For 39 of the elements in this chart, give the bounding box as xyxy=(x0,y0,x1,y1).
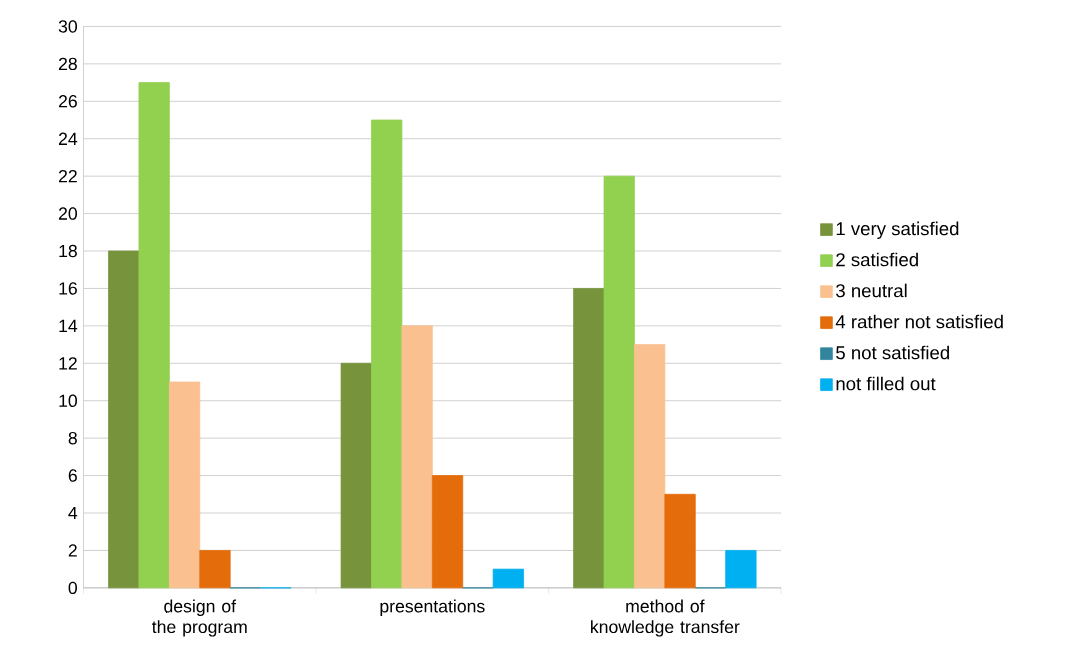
bar xyxy=(492,568,524,589)
y-tick-label: 20 xyxy=(58,207,77,220)
y-tick-label: 14 xyxy=(59,319,78,332)
legend-label: not filled out xyxy=(836,376,936,391)
legend-label: 5 not satisfied xyxy=(836,345,949,360)
legend-label: 3 neutral xyxy=(836,283,907,298)
y-tick-label: 0 xyxy=(68,581,77,594)
legend-label: 4 rather not satisfied xyxy=(835,314,1003,329)
y-tick-label: 28 xyxy=(58,57,77,70)
x-tick-label: presentations xyxy=(380,599,485,616)
bar xyxy=(168,381,201,589)
y-tick-label: 26 xyxy=(58,94,77,108)
bar xyxy=(573,287,605,589)
y-tick-label: 12 xyxy=(59,356,77,370)
bar xyxy=(725,549,757,589)
bar xyxy=(138,82,170,589)
x-tick-label: method of knowledge transfer xyxy=(591,599,740,637)
y-tick-label: 2 xyxy=(68,544,77,557)
legend-label: 2 satisfied xyxy=(836,252,918,267)
y-tick-label: 10 xyxy=(59,394,77,407)
x-tick-label: design of the program xyxy=(152,599,247,637)
bar xyxy=(664,493,696,589)
bar xyxy=(603,175,635,589)
bar xyxy=(199,549,231,589)
y-tick-label: 30 xyxy=(58,20,77,33)
bar xyxy=(401,325,433,589)
y-tick-label: 4 xyxy=(68,506,78,519)
y-tick-label: 18 xyxy=(59,244,77,258)
legend-label: 1 very satisfied xyxy=(836,221,959,239)
bar xyxy=(108,250,140,589)
y-tick-label: 22 xyxy=(58,169,77,183)
y-tick-label: 24 xyxy=(58,132,78,145)
y-tick-label: 16 xyxy=(59,282,77,295)
y-tick-label: 6 xyxy=(68,469,77,482)
bar xyxy=(371,119,403,589)
bar xyxy=(634,344,666,589)
y-tick-label: 8 xyxy=(68,431,77,445)
bar xyxy=(340,362,372,589)
bar xyxy=(431,475,464,589)
